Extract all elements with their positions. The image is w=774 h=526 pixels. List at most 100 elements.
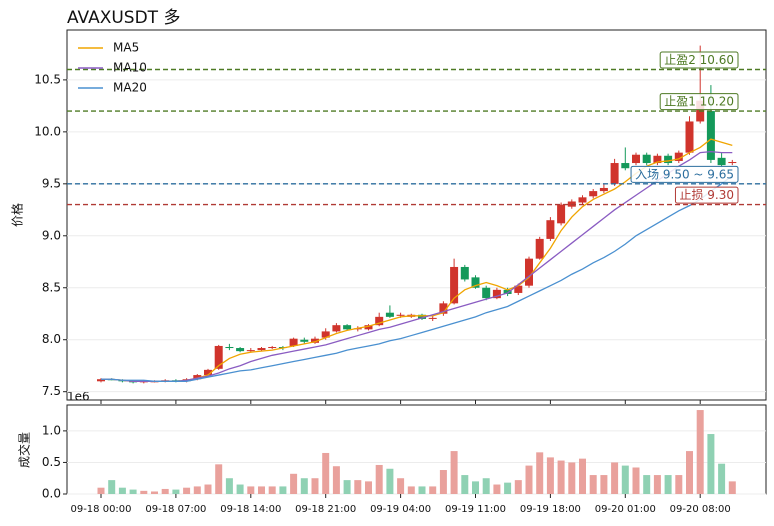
volume-bar (225, 478, 233, 494)
volume-bar (290, 473, 298, 494)
volume-bar (568, 462, 576, 494)
candle-body (257, 348, 266, 351)
y-tick-label: 8.5 (42, 280, 61, 294)
volume-bar (247, 486, 255, 494)
level-label: 止盈2 10.60 (659, 51, 739, 69)
volume-bar (728, 481, 736, 494)
candle-body (482, 287, 491, 299)
ma-line (101, 174, 733, 382)
volume-bar (322, 452, 330, 494)
candle-body (653, 155, 662, 164)
candle-body (289, 338, 298, 346)
volume-bar (140, 490, 148, 494)
volume-bar (461, 475, 469, 494)
candle-body (204, 369, 212, 376)
volume-bar (557, 460, 565, 494)
legend: MA5 MA10 MA20 (78, 41, 147, 95)
candle-body (632, 154, 640, 164)
candle-body (717, 157, 726, 166)
volume-bar (707, 434, 715, 494)
level-label-text: 止损 9.30 (679, 188, 734, 202)
volume-bar (514, 480, 522, 494)
volume-bar (686, 451, 693, 494)
volume-bar (311, 478, 319, 494)
y-tick-label: 9.5 (42, 176, 61, 190)
level-label: 止盈1 10.20 (659, 93, 739, 111)
volume-bar (215, 464, 223, 494)
candle-body (728, 161, 737, 164)
candle-body (589, 191, 598, 197)
legend-label: MA5 (113, 41, 139, 55)
volume-bar (450, 451, 458, 494)
level-label-text: 止盈1 10.20 (664, 95, 734, 109)
volume-bar (97, 487, 105, 494)
candle-body (214, 345, 223, 369)
volume-bar (343, 480, 351, 494)
volume-bar (675, 475, 683, 494)
volume-offset-label: 1e6 (67, 390, 90, 404)
candle-body (268, 346, 277, 349)
x-tick-label: 09-18 07:00 (145, 504, 206, 515)
candle-body (321, 331, 330, 338)
price-frame (66, 29, 767, 401)
volume-bar (643, 475, 651, 494)
volume-bar (386, 468, 394, 494)
level-label-box (630, 165, 739, 183)
candle-body (546, 220, 555, 239)
candle-body (343, 325, 352, 330)
legend-label: MA10 (113, 61, 147, 75)
volume-bar (397, 478, 405, 494)
volume-bar (204, 484, 212, 494)
candle-body (375, 316, 384, 326)
volume-bar (632, 467, 640, 494)
candle-body (418, 314, 426, 319)
volume-bar (504, 482, 512, 494)
x-tick-label: 09-18 21:00 (295, 504, 356, 515)
candle-body (674, 152, 683, 161)
candle-body (503, 289, 512, 294)
volume-bar (129, 489, 137, 494)
candle-body (97, 379, 105, 382)
x-tick-label: 09-19 18:00 (520, 504, 581, 515)
volume-bar (375, 464, 383, 494)
y-tick-label: 9.0 (42, 228, 61, 242)
legend-label: MA20 (113, 81, 147, 95)
candle-body (664, 155, 673, 164)
volume-bar (600, 475, 608, 494)
volume-bar (268, 486, 276, 494)
volume-bar (108, 480, 116, 494)
level-label-text: 入场 9.50 ~ 9.65 (635, 167, 734, 181)
volume-bar (579, 458, 586, 494)
volume-bar (664, 475, 672, 494)
candle-body (578, 197, 587, 203)
x-tick-label: 09-18 00:00 (70, 504, 131, 515)
x-tick-label: 09-19 11:00 (445, 504, 506, 515)
candle-body (225, 346, 234, 349)
candle-body (514, 285, 523, 293)
chart-title: AVAXUSDT 多 (67, 8, 180, 28)
volume-bar (354, 480, 362, 494)
volume-bar (236, 484, 244, 494)
volume-bar (332, 466, 340, 494)
ma-line (101, 138, 733, 382)
volume-bar (161, 488, 169, 494)
candle-body (450, 266, 459, 304)
candle-body (706, 111, 715, 160)
candle-body (460, 266, 469, 280)
candle-body (599, 187, 608, 192)
y-tick-label: 7.5 (42, 384, 61, 398)
volume-bar (482, 478, 490, 494)
volume-bar (525, 465, 533, 494)
candle-body (642, 154, 651, 164)
volume-bar (621, 465, 629, 494)
volume-bar (696, 410, 704, 494)
volume-bar (300, 478, 308, 494)
candle-body (364, 325, 373, 330)
y-tick-label: 10.5 (34, 72, 61, 86)
candle-body (311, 338, 319, 343)
volume-bar (279, 486, 287, 494)
y-tick-label: 10.0 (34, 124, 61, 138)
level-label-text: 止盈2 10.60 (664, 53, 734, 67)
candle-body (525, 258, 533, 286)
